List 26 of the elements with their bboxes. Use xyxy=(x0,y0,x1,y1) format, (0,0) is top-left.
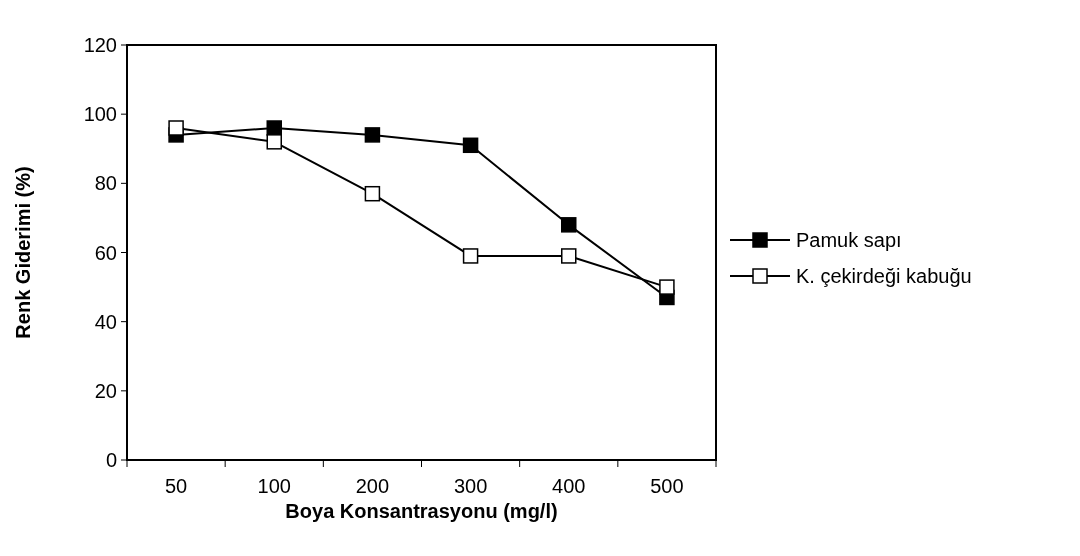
point xyxy=(364,185,381,202)
point xyxy=(561,217,577,233)
x-tick-label: 300 xyxy=(453,475,488,497)
point xyxy=(266,134,282,150)
y-tick-label: 0 xyxy=(105,449,117,471)
y-tick-label: 40 xyxy=(94,310,117,333)
point xyxy=(462,137,479,154)
x-tick-label: 400 xyxy=(552,475,586,497)
x-tick-label: 200 xyxy=(355,475,390,497)
x-tick-label: 500 xyxy=(650,475,684,497)
y-tick-label: 20 xyxy=(94,379,117,402)
x-tick-label: 50 xyxy=(164,475,188,497)
y-tick-label: 80 xyxy=(94,172,117,195)
y-axis-title: Renk Giderimi (%) xyxy=(12,166,34,339)
y-tick-label: 100 xyxy=(83,103,117,126)
point xyxy=(561,248,577,264)
legend-label: Pamuk sapı xyxy=(796,229,902,251)
point xyxy=(462,248,479,264)
y-tick-label: 120 xyxy=(83,34,117,56)
x-axis-title: Boya Konsantrasyonu (mg/l) xyxy=(285,500,558,522)
y-tick-label: 60 xyxy=(94,241,117,264)
point xyxy=(364,127,381,143)
point xyxy=(659,279,675,295)
point xyxy=(168,120,184,136)
x-tick-label: 100 xyxy=(257,475,291,497)
legend-label: K. çekirdeği kabuğu xyxy=(796,265,972,287)
